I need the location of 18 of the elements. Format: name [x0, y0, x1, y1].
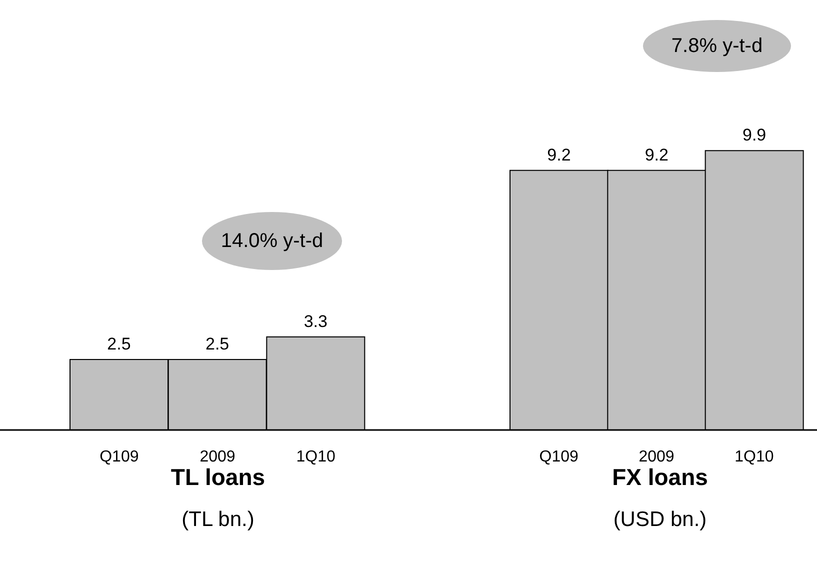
text: FX loans — [611, 464, 709, 491]
text: (TL bn.) — [180, 508, 256, 532]
text: TL loans — [170, 464, 266, 491]
data-label: 9.9 — [742, 126, 766, 145]
ellipse-shape: 14.0% y-t-d — [202, 212, 342, 270]
text: (USD bn.) — [612, 508, 708, 532]
data-label: 9.2 — [547, 145, 571, 164]
x-tick-label: Q109 — [539, 448, 579, 466]
data-label: 2.5 — [206, 334, 230, 354]
data-label: 9.2 — [644, 145, 668, 164]
x-tick-label: 2009 — [200, 448, 236, 466]
data-label: 2.5 — [107, 334, 131, 354]
x-tick-label: Q109 — [100, 448, 139, 466]
x-tick-label: 2009 — [638, 448, 674, 466]
x-tick-label: 1Q10 — [296, 448, 336, 466]
data-label: 3.3 — [304, 312, 328, 331]
ellipse-shape: 7.8% y-t-d — [643, 20, 791, 72]
x-tick-label: 1Q10 — [734, 448, 774, 466]
